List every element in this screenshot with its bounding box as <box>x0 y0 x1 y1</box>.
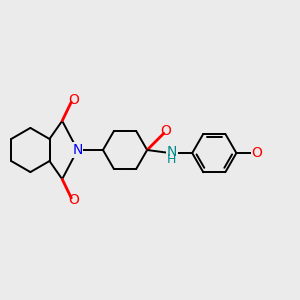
Text: O: O <box>68 193 79 207</box>
Text: N: N <box>167 145 177 159</box>
Text: H: H <box>167 153 176 166</box>
Text: O: O <box>251 146 262 160</box>
Text: N: N <box>72 143 83 157</box>
Text: O: O <box>160 124 171 138</box>
Text: O: O <box>68 93 79 107</box>
